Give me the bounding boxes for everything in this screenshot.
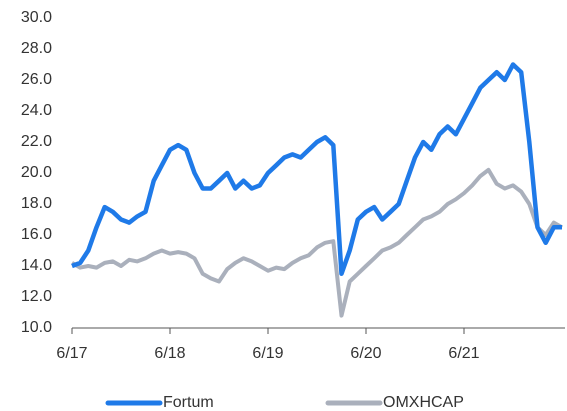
x-tick-label: 6/20	[350, 345, 381, 362]
y-tick-label: 16.0	[21, 226, 52, 243]
legend-label: OMXHCAP	[383, 394, 464, 411]
y-tick-label: 10.0	[21, 319, 52, 336]
y-tick-label: 30.0	[21, 9, 52, 26]
y-tick-label: 26.0	[21, 71, 52, 88]
y-tick-label: 14.0	[21, 257, 52, 274]
legend-label: Fortum	[163, 394, 214, 411]
y-tick-label: 24.0	[21, 102, 52, 119]
y-tick-label: 12.0	[21, 288, 52, 305]
x-tick-label: 6/21	[448, 345, 479, 362]
y-tick-label: 28.0	[21, 40, 52, 57]
y-tick-label: 20.0	[21, 164, 52, 181]
series-line	[71, 62, 562, 277]
x-tick-label: 6/17	[56, 345, 87, 362]
x-tick-label: 6/19	[252, 345, 283, 362]
x-tick-label: 6/18	[154, 345, 185, 362]
y-tick-label: 22.0	[21, 133, 52, 150]
y-tick-label: 18.0	[21, 195, 52, 212]
series-line	[71, 167, 563, 318]
